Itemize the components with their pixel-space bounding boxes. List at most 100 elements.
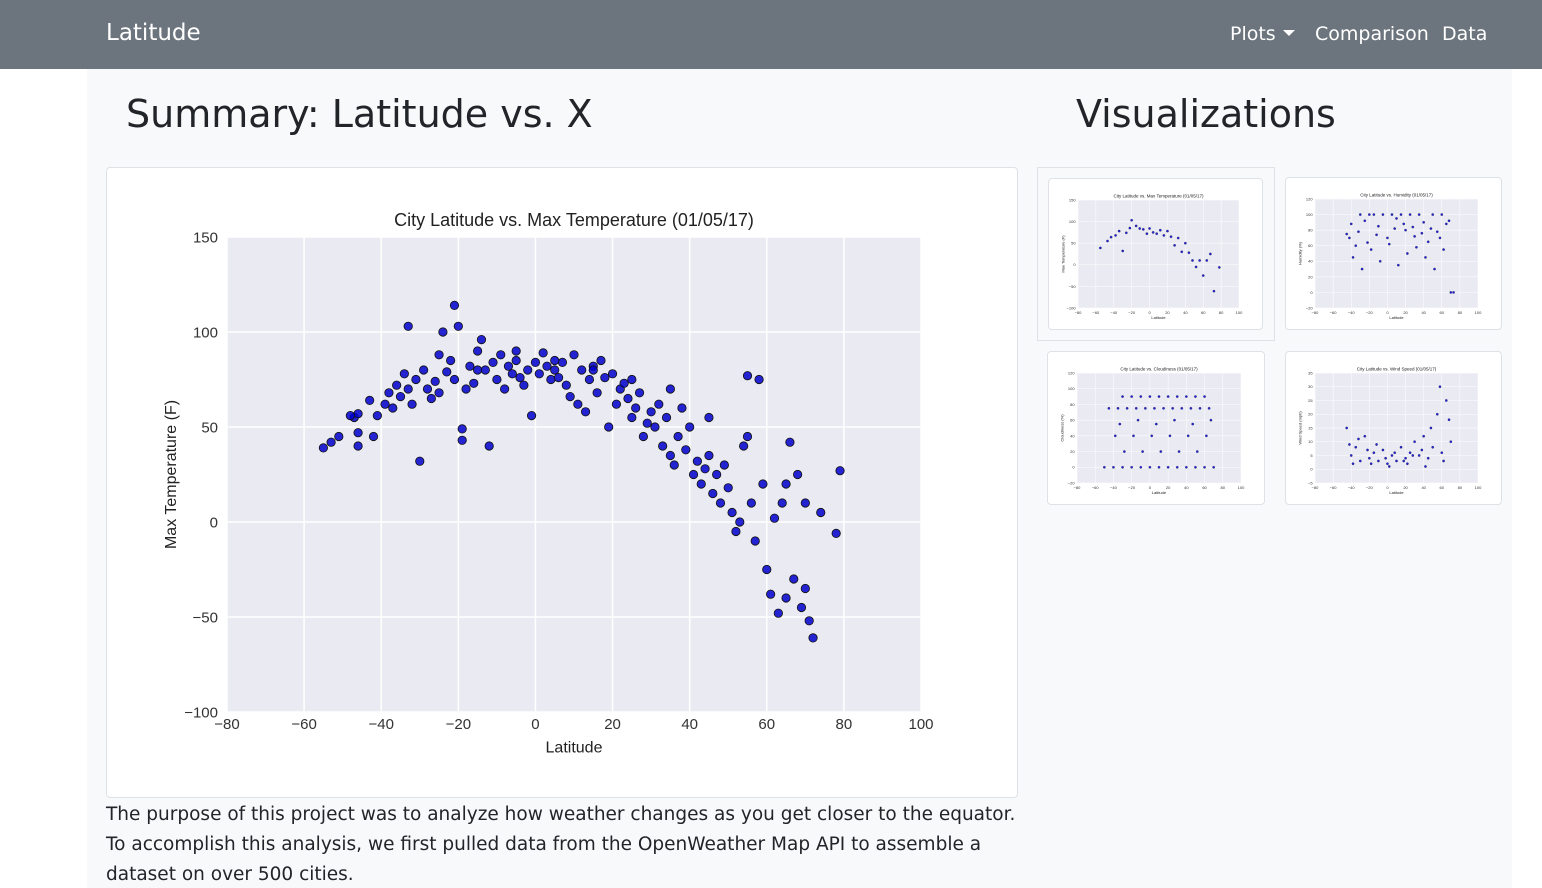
data-point	[1429, 426, 1433, 430]
data-point	[1198, 407, 1202, 410]
data-point	[604, 422, 614, 432]
data-point	[1158, 228, 1162, 232]
data-point	[1366, 241, 1369, 244]
x-tick-label: 80	[1221, 485, 1226, 490]
data-point	[669, 460, 679, 470]
x-tick-label: −80	[1074, 485, 1082, 490]
data-point	[708, 488, 718, 499]
data-point	[800, 583, 810, 594]
x-tick-label: −60	[291, 716, 316, 733]
y-tick-label: 15	[1308, 425, 1313, 430]
data-point	[789, 574, 799, 584]
data-point	[1386, 236, 1389, 240]
data-point	[735, 517, 745, 527]
data-point	[1429, 227, 1433, 230]
data-point	[1424, 256, 1427, 259]
data-point	[1134, 224, 1138, 228]
y-axis-label: Max Temperature (F)	[1060, 235, 1065, 273]
data-point	[777, 498, 787, 508]
x-tick-label: 40	[1184, 485, 1189, 490]
y-tick-label: 100	[193, 324, 218, 341]
data-point	[600, 373, 610, 383]
data-point	[1175, 395, 1179, 398]
data-point	[422, 384, 433, 394]
data-point	[550, 365, 560, 375]
data-point	[434, 388, 444, 398]
data-point	[796, 602, 807, 613]
data-point	[654, 399, 664, 409]
data-point	[1354, 445, 1358, 449]
data-point	[731, 526, 741, 537]
data-point	[353, 428, 363, 438]
data-point	[1440, 213, 1444, 216]
data-point	[399, 369, 409, 379]
data-point	[1345, 232, 1348, 236]
data-point	[569, 350, 579, 360]
data-point	[1368, 213, 1371, 216]
data-point	[1139, 395, 1143, 398]
x-tick-label: −80	[214, 716, 239, 733]
chart-title: City Latitude vs. Cloudiness (01/05/17)	[1120, 366, 1198, 371]
data-point	[619, 378, 629, 388]
data-point	[1363, 434, 1367, 438]
data-point	[1153, 407, 1156, 410]
data-point	[1194, 395, 1197, 398]
data-point	[1433, 267, 1436, 271]
data-point	[642, 418, 652, 428]
y-tick-label: 40	[1070, 433, 1075, 438]
data-point	[372, 411, 382, 421]
thumbnail-wind-speed[interactable]: −80 −60 −40 −20 0 20 40 60 80 100 −5 0 5 10 15 20 25 30 35…	[1285, 351, 1502, 505]
x-tick-label: 100	[908, 716, 933, 733]
data-point	[1205, 434, 1208, 438]
brand-link[interactable]: Latitude	[106, 20, 201, 46]
data-point	[1121, 395, 1124, 398]
data-point	[1218, 266, 1221, 269]
nav-comparison-link[interactable]: Comparison	[1315, 23, 1429, 45]
data-point	[503, 361, 514, 371]
data-point	[1185, 465, 1188, 469]
data-point	[1402, 459, 1406, 463]
data-point	[1358, 213, 1362, 216]
plot-area	[1077, 373, 1241, 483]
data-point	[1159, 450, 1163, 453]
data-point	[1155, 232, 1159, 235]
data-point	[1393, 451, 1396, 455]
data-point	[411, 374, 421, 385]
data-point	[1447, 418, 1451, 422]
data-point	[368, 431, 379, 442]
plot-area	[227, 237, 921, 712]
data-point	[1445, 399, 1448, 402]
data-point	[1154, 422, 1158, 426]
data-point	[1148, 227, 1151, 230]
data-point	[449, 374, 460, 385]
data-point	[1118, 422, 1122, 426]
thumbnail-cloudiness[interactable]: −80 −60 −40 −20 0 20 40 60 80 100 −20 0 20 40 60 80 100 1…	[1047, 351, 1265, 505]
data-point	[1375, 233, 1378, 237]
nav-data-link[interactable]: Data	[1442, 23, 1488, 45]
thumbnail-max-temp[interactable]: −80 −60 −40 −20 0 20 40 60 80 100 −100 −50 0 50 100 150…	[1048, 178, 1263, 330]
data-point	[1109, 235, 1113, 239]
data-point	[1169, 235, 1173, 239]
nav-plots-dropdown[interactable]: Plots	[1230, 23, 1295, 45]
data-point	[631, 403, 641, 413]
x-tick-label: 60	[1201, 310, 1206, 315]
data-point	[781, 479, 791, 489]
data-point	[1375, 443, 1378, 446]
plot-area	[1078, 200, 1239, 308]
thumb-chart-cloudiness: −80 −60 −40 −20 0 20 40 60 80 100 −20 0 20 40 60 80 100 1…	[1059, 366, 1245, 495]
data-point	[1369, 462, 1373, 466]
data-point	[407, 399, 417, 409]
x-tick-label: −40	[1348, 310, 1356, 315]
y-tick-label: 60	[1070, 418, 1075, 423]
data-point	[588, 365, 598, 375]
thumbnail-humidity[interactable]: −80 −60 −40 −20 0 20 40 60 80 100 −20 0 20 40 60 80 100 1…	[1285, 177, 1502, 330]
data-point	[434, 350, 444, 360]
x-tick-label: 60	[758, 716, 775, 733]
data-point	[1390, 213, 1394, 216]
data-point	[754, 374, 764, 385]
data-point	[469, 378, 479, 388]
data-point	[1173, 244, 1176, 247]
y-tick-label: 150	[193, 229, 218, 246]
y-tick-label: 5	[1310, 453, 1313, 458]
data-point	[1212, 289, 1216, 293]
